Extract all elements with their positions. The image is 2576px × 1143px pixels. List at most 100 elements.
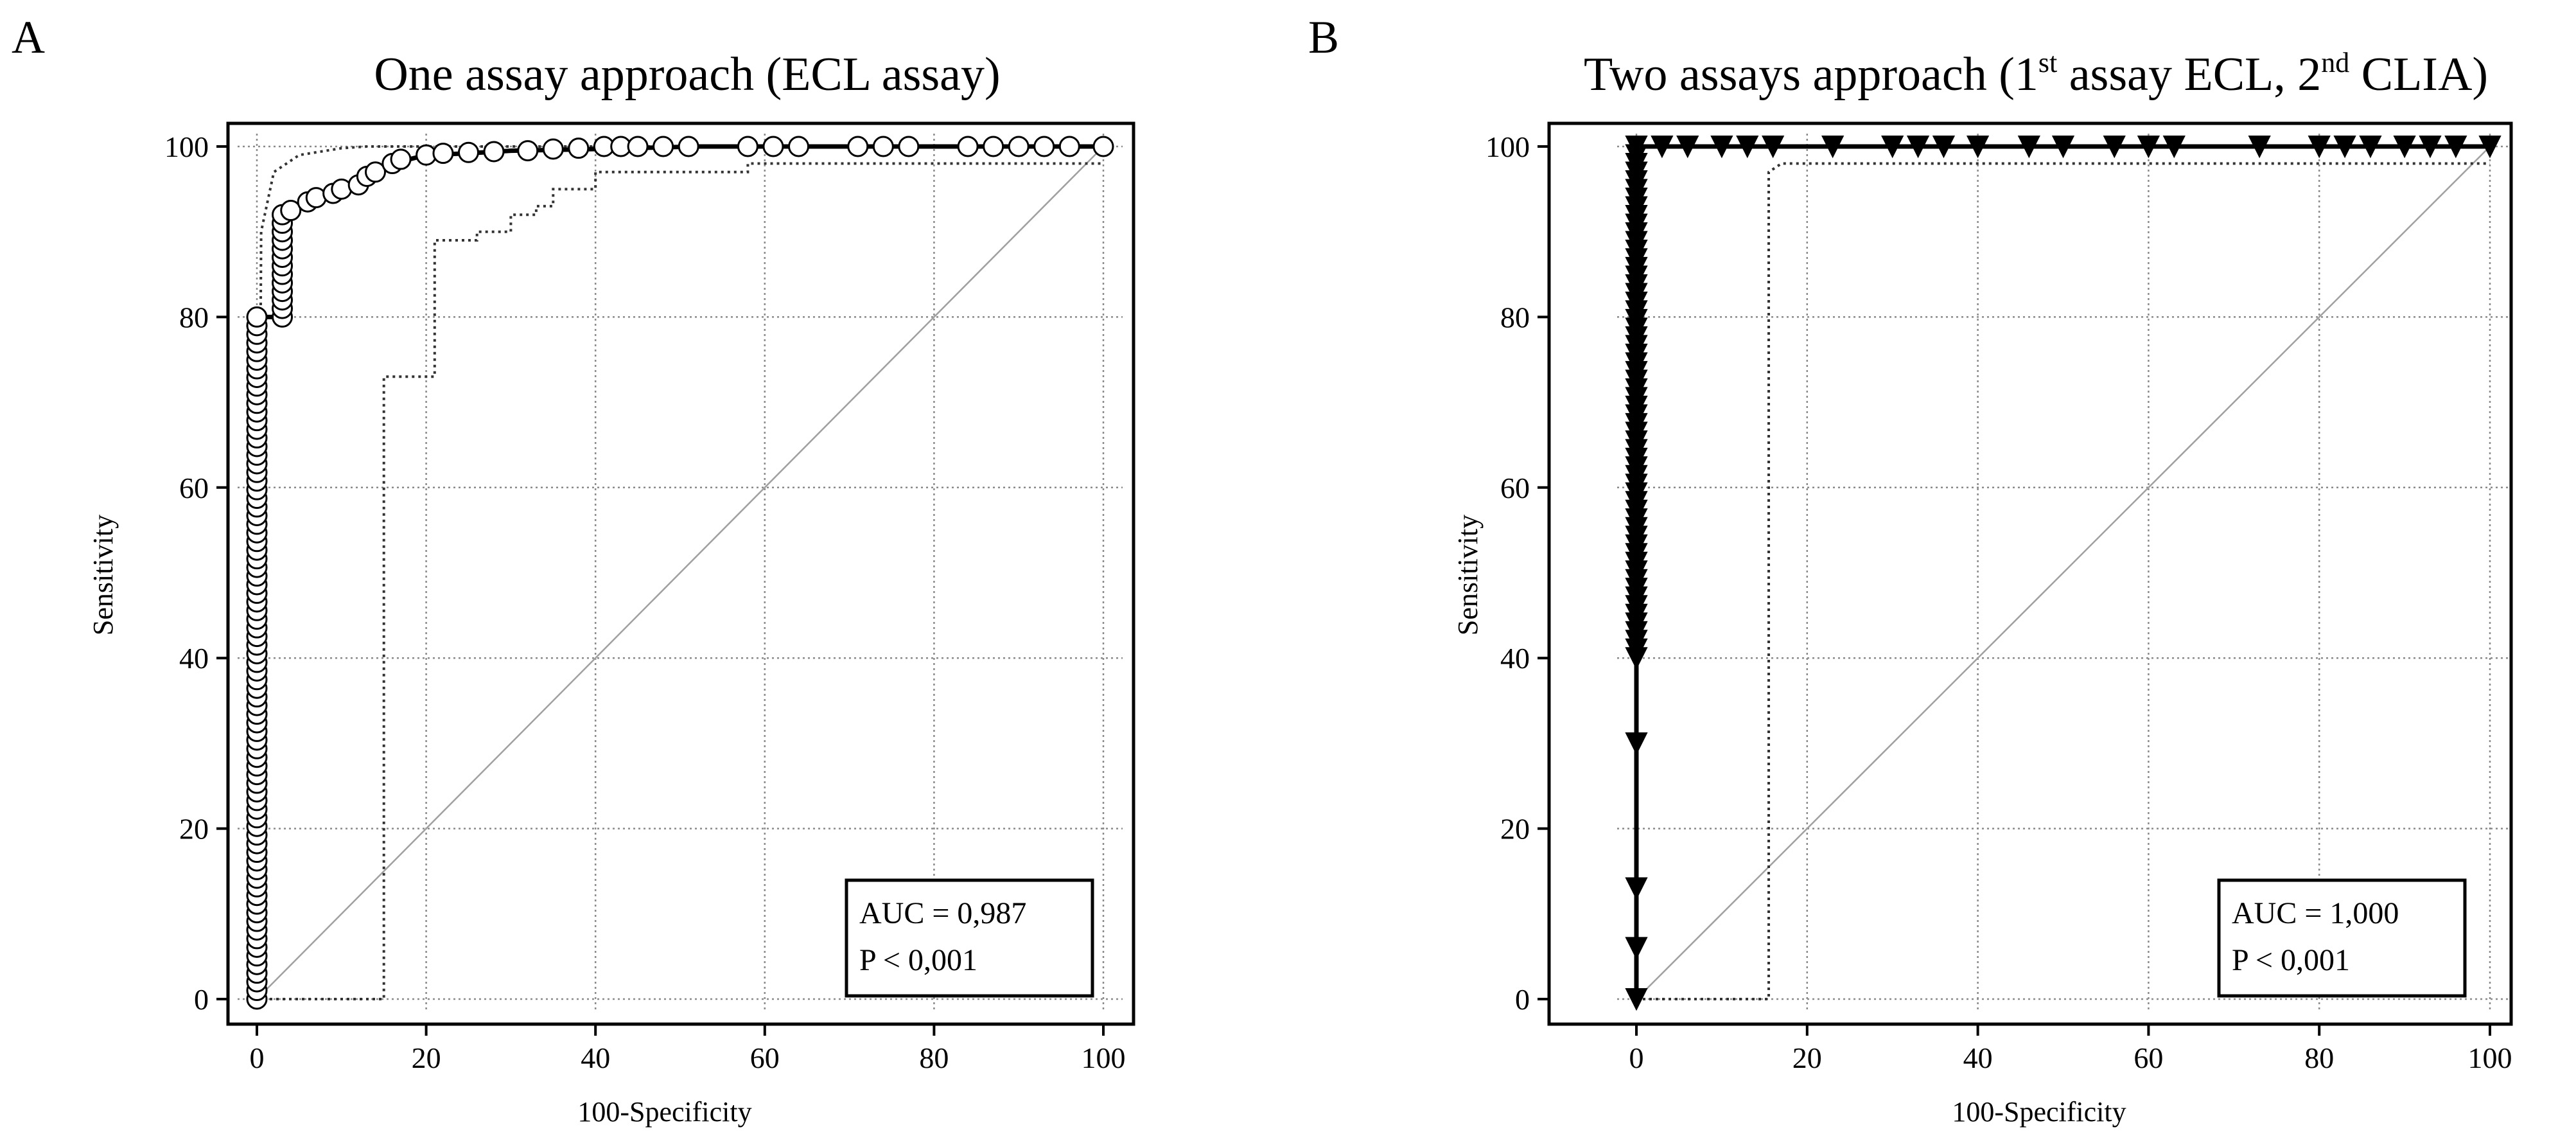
y-axis-label: Sensitivity bbox=[87, 515, 119, 635]
panel-letter: A bbox=[12, 12, 45, 63]
roc-point-marker bbox=[627, 136, 649, 157]
roc-curves bbox=[1634, 144, 2491, 1000]
roc-point-marker bbox=[365, 161, 387, 183]
y-tick-label: 0 bbox=[194, 983, 209, 1016]
roc-point-marker bbox=[1710, 136, 1733, 159]
y-tick-label: 20 bbox=[179, 813, 209, 846]
x-tick-label: 80 bbox=[919, 1041, 949, 1074]
roc-point-marker bbox=[1676, 136, 1699, 159]
roc-point-marker bbox=[872, 136, 894, 157]
roc-point-marker bbox=[983, 136, 1004, 157]
y-tick-label: 60 bbox=[179, 472, 209, 504]
y-tick-labels: 0 20 40 60 80 100 bbox=[164, 130, 228, 1016]
panel-b: B Two assays approach (1st assay ECL, 2n… bbox=[1308, 12, 2513, 1128]
roc-point-marker bbox=[898, 136, 920, 157]
p-value-label: P < 0,001 bbox=[859, 943, 977, 977]
roc-point-marker bbox=[1966, 136, 1990, 159]
auc-label: AUC = 1,000 bbox=[2232, 896, 2399, 930]
roc-point-marker bbox=[1762, 136, 1785, 159]
y-tick-label: 40 bbox=[1500, 642, 1530, 675]
y-tick-label: 60 bbox=[1500, 472, 1530, 504]
roc-point-marker bbox=[1008, 136, 1030, 157]
y-tick-label: 20 bbox=[1500, 813, 1530, 846]
roc-point-marker bbox=[2444, 136, 2467, 159]
chart-title: Two assays approach (1st assay ECL, 2nd … bbox=[1584, 47, 2488, 101]
lower-confidence-bound bbox=[257, 162, 1103, 1000]
roc-point-marker bbox=[458, 141, 479, 163]
x-tick-label: 60 bbox=[750, 1041, 780, 1074]
roc-point-marker bbox=[1033, 136, 1055, 157]
title-part: CLIA) bbox=[2349, 48, 2488, 101]
roc-point-marker bbox=[2333, 136, 2356, 159]
plot-frame bbox=[1547, 121, 2513, 1026]
reference-diagonal bbox=[1636, 146, 2491, 1000]
roc-point-marker bbox=[1932, 136, 1956, 159]
y-tick-label: 0 bbox=[1515, 983, 1530, 1016]
x-tick-label: 20 bbox=[1792, 1041, 1822, 1074]
roc-point-marker bbox=[390, 148, 412, 170]
roc-point-marker bbox=[653, 136, 674, 157]
y-axis-label: Sensitivity bbox=[1452, 515, 1484, 635]
roc-point-marker bbox=[2137, 136, 2160, 159]
roc-point-marker bbox=[517, 140, 539, 162]
p-value-label: P < 0,001 bbox=[2232, 943, 2350, 977]
roc-point-marker bbox=[1625, 988, 1648, 1011]
roc-point-marker bbox=[1821, 136, 1844, 159]
roc-point-marker bbox=[542, 138, 564, 160]
plot-frame bbox=[226, 121, 1135, 1026]
roc-point-marker bbox=[2248, 136, 2271, 159]
roc-point-marker bbox=[432, 143, 454, 164]
upper-confidence-bound bbox=[256, 145, 1103, 1000]
title-superscript: nd bbox=[2321, 47, 2349, 78]
roc-point-marker bbox=[737, 136, 758, 157]
roc-point-marker bbox=[2393, 136, 2416, 159]
y-tick-label: 100 bbox=[164, 130, 209, 163]
lower-confidence-bound bbox=[1636, 162, 2490, 1000]
y-tick-labels: 0 20 40 60 80 100 bbox=[1485, 130, 1549, 1016]
x-tick-label: 40 bbox=[581, 1041, 610, 1074]
roc-point-marker bbox=[1736, 136, 1759, 159]
roc-point-marker bbox=[2308, 136, 2331, 159]
roc-point-marker bbox=[678, 136, 699, 157]
x-axis-label: 100-Specificity bbox=[577, 1096, 751, 1128]
x-tick-label: 0 bbox=[250, 1041, 265, 1074]
roc-point-marker bbox=[1058, 136, 1080, 157]
roc-markers bbox=[1625, 136, 2502, 1011]
x-tick-label: 40 bbox=[1963, 1041, 1993, 1074]
roc-curves bbox=[254, 144, 1104, 1000]
roc-point-marker bbox=[2359, 136, 2382, 159]
panel-a: A One assay approach (ECL assay) 0 20 40 60… bbox=[12, 12, 1135, 1128]
stats-box-frame bbox=[2217, 878, 2467, 998]
roc-point-marker bbox=[1881, 136, 1904, 159]
roc-point-marker bbox=[1092, 136, 1114, 157]
x-axis-label: 100-Specificity bbox=[1952, 1096, 2126, 1128]
y-tick-label: 80 bbox=[1500, 301, 1530, 333]
roc-point-marker bbox=[762, 136, 784, 157]
roc-point-marker bbox=[2051, 136, 2075, 159]
x-tick-label: 100 bbox=[2468, 1041, 2512, 1074]
roc-point-marker bbox=[246, 306, 268, 328]
title-superscript: st bbox=[2038, 47, 2057, 78]
roc-point-marker bbox=[280, 200, 302, 222]
y-tick-label: 80 bbox=[179, 301, 209, 333]
roc-point-marker bbox=[2419, 136, 2442, 159]
roc-markers bbox=[246, 136, 1114, 1010]
roc-point-marker bbox=[788, 136, 810, 157]
title-part: assay ECL, 2 bbox=[2057, 48, 2321, 101]
reference-diagonal bbox=[256, 146, 1104, 1000]
roc-point-marker bbox=[1625, 937, 1648, 960]
title-part: Two assays approach (1 bbox=[1584, 48, 2038, 101]
stats-box-frame bbox=[845, 878, 1094, 998]
x-tick-label: 20 bbox=[412, 1041, 441, 1074]
roc-point-marker bbox=[2103, 136, 2126, 159]
roc-point-marker bbox=[2017, 136, 2040, 159]
x-tick-label: 60 bbox=[2134, 1041, 2163, 1074]
auc-label: AUC = 0,987 bbox=[859, 896, 1026, 930]
roc-point-marker bbox=[847, 136, 869, 157]
x-tick-label: 0 bbox=[1629, 1041, 1644, 1074]
roc-point-marker bbox=[1906, 136, 1930, 159]
roc-point-marker bbox=[957, 136, 979, 157]
roc-point-marker bbox=[483, 141, 505, 163]
roc-point-marker bbox=[2162, 136, 2186, 159]
